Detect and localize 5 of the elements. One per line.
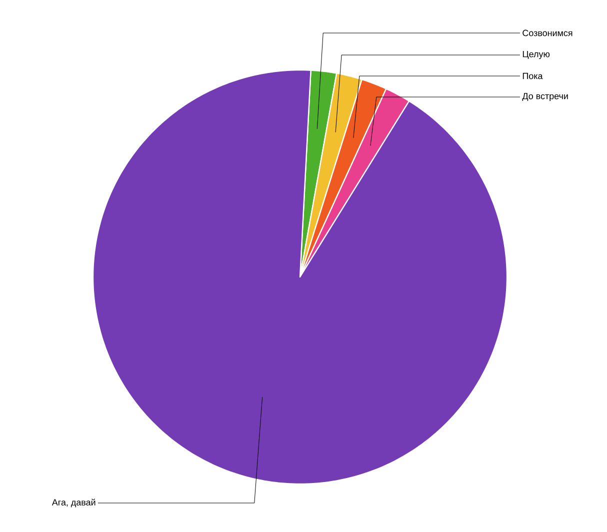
slice-label: Целую bbox=[522, 50, 550, 60]
slice-label: Пока bbox=[522, 72, 543, 80]
slice-label: До встречи bbox=[522, 92, 568, 102]
slice-label: Ага, давай bbox=[52, 498, 96, 508]
slice-label: Созвонимся bbox=[522, 30, 572, 36]
